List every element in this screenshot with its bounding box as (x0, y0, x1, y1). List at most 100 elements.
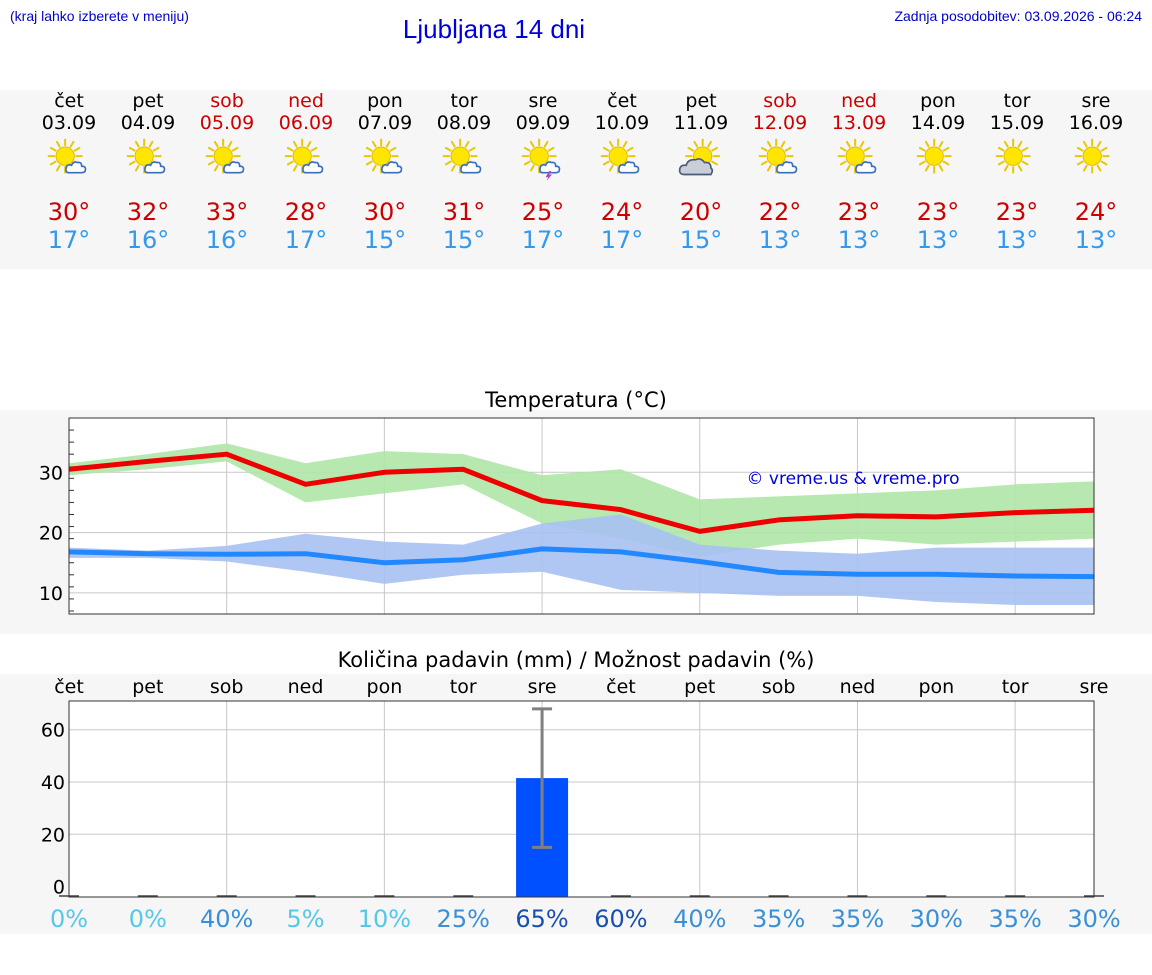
temp-max: 32° (126, 198, 170, 226)
day-date: 12.09 (752, 112, 808, 134)
temp-max: 30° (363, 198, 407, 226)
day-name: sob (210, 90, 244, 112)
sun-cloud-icon (600, 138, 640, 174)
max-temp-range-band (69, 443, 1094, 557)
day-label: pon (367, 676, 403, 698)
day-label: pet (132, 676, 163, 698)
temp-max: 23° (995, 198, 1039, 226)
day-name: sre (1081, 90, 1111, 112)
day-label: čet (54, 676, 84, 698)
precipitation-chart: čet pet sob ned pon tor sre čet pet sob ned pon tor s… (41, 676, 1121, 933)
plot-frame (68, 417, 1095, 615)
temp-max: 23° (837, 198, 881, 226)
y-tick-label: 20 (41, 824, 65, 846)
min-temp-line (68, 546, 1095, 580)
sun-cloud-icon (837, 138, 877, 174)
day-label: tor (450, 676, 477, 698)
temp-max: 28° (284, 198, 328, 226)
watermark: © vreme.us & vreme.pro (746, 469, 959, 489)
day-label: sob (210, 676, 244, 698)
sun-icon (1074, 138, 1110, 174)
precipitation-probability: 35% (831, 905, 884, 933)
last-updated: Zadnja posodobitev: 03.09.2026 - 06:24 (894, 8, 1142, 24)
precipitation-probability: 30% (1067, 905, 1120, 933)
precipitation-probability: 25% (437, 905, 490, 933)
precipitation-probability: 5% (286, 905, 324, 933)
temp-min: 17° (47, 226, 91, 254)
temp-min: 17° (600, 226, 644, 254)
y-tick-label: 60 (41, 720, 65, 742)
precipitation-probability: 40% (673, 905, 726, 933)
temp-min: 16° (205, 226, 249, 254)
day-label: sob (762, 676, 796, 698)
day-date: 04.09 (120, 112, 176, 134)
temp-max: 25° (521, 198, 565, 226)
temp-max: 23° (916, 198, 960, 226)
page-title: Ljubljana 14 dni (402, 14, 586, 44)
day-name: sre (528, 90, 558, 112)
precipitation-probability: 10% (358, 905, 411, 933)
max-temp-line (68, 451, 1095, 534)
precipitation-probability: 0% (50, 905, 88, 933)
day-name: tor (1003, 90, 1031, 112)
temp-max: 24° (1074, 198, 1118, 226)
temperature-chart: 10 20 30 © vreme.us & vreme.pro (39, 417, 1095, 615)
day-name: sob (763, 90, 797, 112)
location-hint: (kraj lahko izberete v meniju) (10, 8, 189, 24)
day-label: sre (528, 676, 557, 698)
day-date: 06.09 (278, 112, 334, 134)
cloud-sun-icon (678, 138, 721, 176)
precipitation-probability: 30% (910, 905, 963, 933)
temp-max: 30° (47, 198, 91, 226)
temp-min: 13° (995, 226, 1039, 254)
temp-min: 13° (758, 226, 802, 254)
precipitation-probability: 60% (594, 905, 647, 933)
min-temp-range-band (69, 514, 1094, 605)
forecast-strip (0, 90, 1152, 269)
plot-frame (68, 700, 1095, 898)
temp-min: 16° (126, 226, 170, 254)
day-name: tor (450, 90, 478, 112)
day-name: ned (841, 90, 877, 112)
sun-cloud-icon (363, 138, 403, 174)
day-name: pet (685, 90, 717, 112)
day-date: 08.09 (436, 112, 492, 134)
temp-min: 15° (442, 226, 486, 254)
day-label: sre (1080, 676, 1109, 698)
day-date: 03.09 (41, 112, 97, 134)
day-date: 16.09 (1068, 112, 1124, 134)
day-name: ned (288, 90, 324, 112)
precipitation-probability: 35% (752, 905, 805, 933)
temp-min: 15° (679, 226, 723, 254)
temp-min: 13° (1074, 226, 1118, 254)
sun-icon (995, 138, 1031, 174)
day-label: pon (918, 676, 954, 698)
temp-max: 24° (600, 198, 644, 226)
sun-cloud-icon (205, 138, 245, 174)
day-label: tor (1002, 676, 1029, 698)
precipitation-probability: 40% (200, 905, 253, 933)
day-name: pet (132, 90, 164, 112)
precipitation-probability: 65% (515, 905, 568, 933)
precipitation-chart-title: Količina padavin (mm) / Možnost padavin … (337, 648, 815, 672)
day-date: 13.09 (831, 112, 887, 134)
sun-icon (916, 138, 952, 174)
y-tick-label: 30 (39, 462, 63, 484)
day-label: ned (840, 676, 876, 698)
sun-cloud-icon (284, 138, 324, 174)
day-date: 10.09 (594, 112, 650, 134)
day-date: 09.09 (515, 112, 571, 134)
y-tick-label: 40 (41, 772, 65, 794)
plot-area (69, 701, 1094, 897)
day-name: čet (54, 90, 84, 112)
day-date: 14.09 (910, 112, 966, 134)
sun-cloud-icon (442, 138, 482, 174)
day-date: 07.09 (357, 112, 413, 134)
temp-max: 22° (758, 198, 802, 226)
temp-max: 33° (205, 198, 249, 226)
day-date: 05.09 (199, 112, 255, 134)
temp-min: 15° (363, 226, 407, 254)
y-tick-label: 0 (53, 877, 65, 899)
day-date: 11.09 (673, 112, 729, 134)
temp-min: 17° (521, 226, 565, 254)
